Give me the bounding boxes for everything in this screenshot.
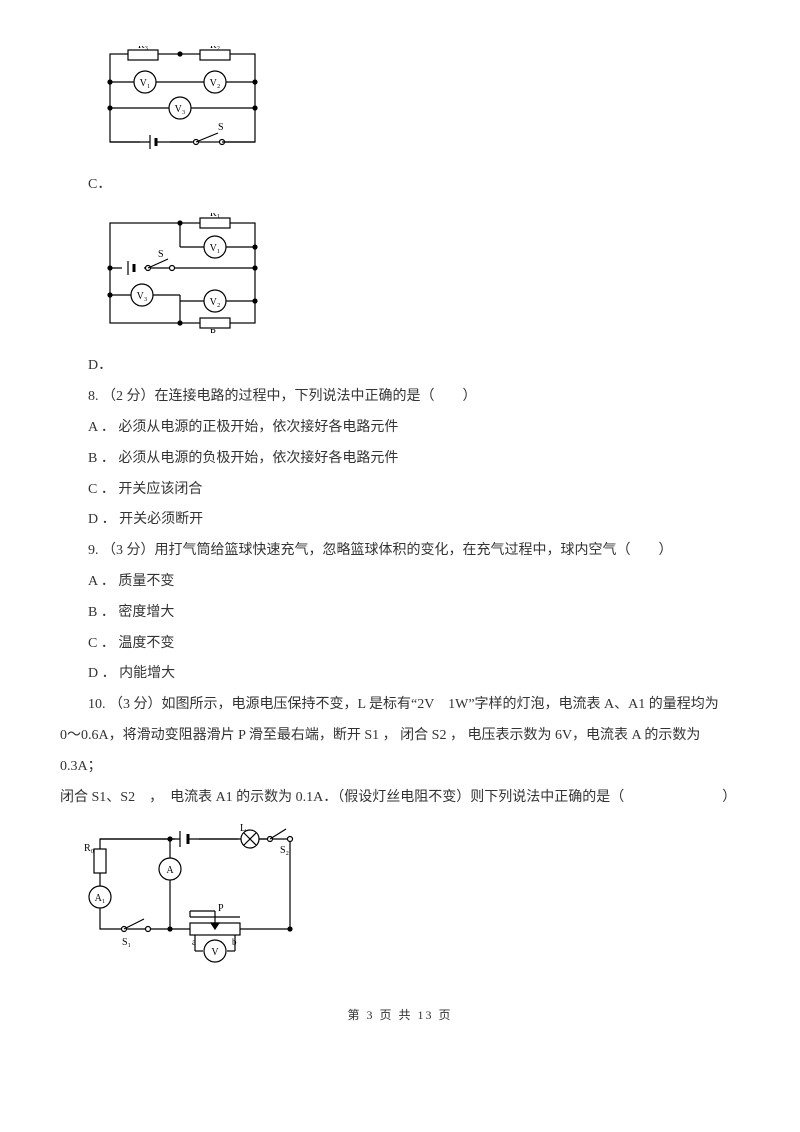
v3-label-d: V₃ (137, 291, 148, 302)
v-label: V (211, 947, 219, 958)
v2-label-d: V₂ (210, 297, 221, 308)
q9-option-b: B ． 密度增大 (60, 598, 740, 629)
v1-label: V₁ (140, 78, 151, 89)
q8-option-c: C ． 开关应该闭合 (60, 475, 740, 506)
q10-line3: 闭合 S1、S2 ， 电流表 A1 的示数为 0.1A．（假设灯丝电阻不变）则下… (60, 783, 740, 814)
q9-option-c: C ． 温度不变 (60, 629, 740, 660)
v1-label-d: V₁ (210, 243, 221, 254)
s2-label: S₂ (280, 845, 289, 856)
q9-stem: 9. （3 分）用打气筒给篮球快速充气，忽略篮球体积的变化，在充气过程中，球内空… (60, 536, 740, 567)
q8-option-b: B ． 必须从电源的负极开始，依次接好各电路元件 (60, 444, 740, 475)
page-footer: 第 3 页 共 13 页 (60, 1002, 740, 1028)
s1-label: S₁ (122, 937, 131, 948)
q8-stem: 8. （2 分）在连接电路的过程中，下列说法中正确的是（ ） (60, 382, 740, 413)
r3-label: R₃ (138, 46, 148, 51)
r0-label: R₀ (84, 843, 95, 854)
q10-line2: 0～0.6A，将滑动变阻器滑片 P 滑至最右端，断开 S1 ， 闭合 S2 ， … (60, 721, 740, 783)
q8-option-a: A ． 必须从电源的正极开始，依次接好各电路元件 (60, 413, 740, 444)
circuit-diagram-c: R₃ R₂ V₁ V₂ V₃ (100, 46, 740, 164)
r2-label: R₂ (210, 46, 220, 51)
p-label: P (218, 903, 224, 914)
a-label: A (166, 865, 174, 876)
r3-label-d: R₃ (210, 328, 220, 333)
switch-s-label-c: S (218, 122, 224, 133)
l-label: L (240, 823, 246, 834)
q9-option-d: D ． 内能增大 (60, 659, 740, 690)
q9-option-a: A ． 质量不变 (60, 567, 740, 598)
q10-line1: 10. （3 分）如图所示，电源电压保持不变，L 是标有“2V 1W”字样的灯泡… (60, 690, 740, 721)
option-c-label: C． (88, 170, 111, 201)
q8-option-d: D ． 开关必须断开 (60, 505, 740, 536)
circuit-diagram-q10: L S₂ R₀ A₁ A S₁ (80, 819, 740, 982)
circuit-diagram-d: R₁ V₁ S V₃ (100, 213, 740, 346)
v3-label: V₃ (175, 104, 186, 115)
r1-label: R₁ (210, 213, 220, 219)
switch-s-label-d: S (158, 249, 164, 260)
option-d-label: D． (88, 351, 112, 382)
v2-label: V₂ (210, 78, 221, 89)
diagram-d-container: R₁ V₁ S V₃ (60, 213, 740, 383)
a1-label: A₁ (95, 893, 106, 904)
diagram-c-container: R₃ R₂ V₁ V₂ V₃ (60, 46, 740, 201)
